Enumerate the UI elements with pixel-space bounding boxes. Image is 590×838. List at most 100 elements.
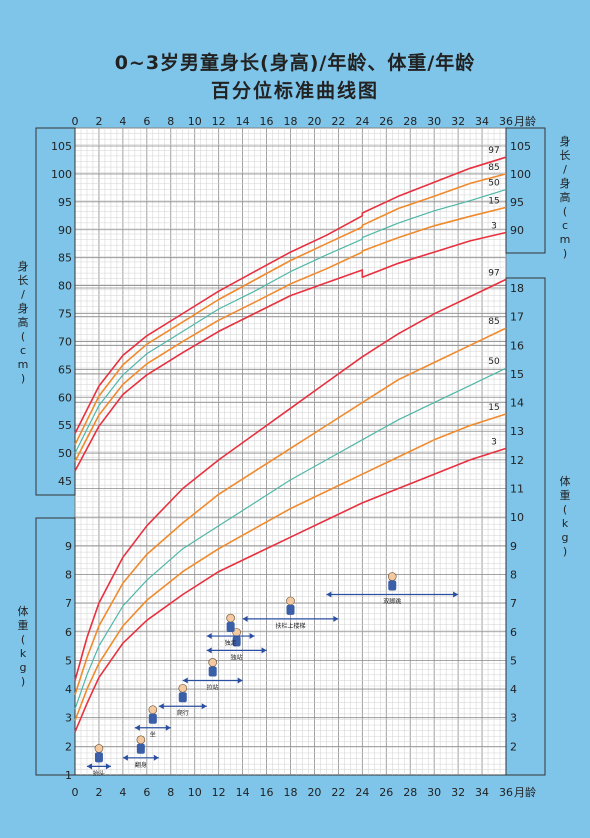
weight-tick-right: 16: [510, 339, 524, 352]
x-tick-label-bottom: 12: [212, 786, 226, 799]
height-axis-title-right: ): [563, 247, 567, 260]
percentile-label: 85: [488, 317, 499, 327]
percentile-label: 3: [491, 222, 497, 232]
weight-tick-right: 10: [510, 511, 524, 524]
milestone-label: 爬行: [177, 709, 189, 717]
right-height-axis-frame: [505, 127, 546, 254]
height-tick-right: 90: [510, 224, 524, 237]
weight-tick-right: 11: [510, 483, 524, 496]
x-tick-label-top: 24: [355, 115, 369, 128]
percentile-label: 85: [488, 163, 499, 173]
milestone-arrow-right: [165, 724, 171, 731]
milestone-arrow-left: [206, 633, 212, 640]
height-tick-left: 65: [58, 363, 72, 376]
x-tick-label-bottom: 4: [119, 786, 126, 799]
height-curve-p3: [74, 231, 507, 472]
milestone-child-body-icon: [208, 666, 217, 677]
height-axis-title-right: c: [562, 219, 568, 232]
weight-tick-right: 5: [510, 654, 517, 667]
height-tick-left: 75: [58, 308, 72, 321]
milestone-arrow-right: [105, 763, 111, 770]
milestone-arrow-left: [158, 703, 164, 710]
x-tick-label-bottom: 24: [355, 786, 369, 799]
x-tick-label-bottom: 0: [72, 786, 79, 799]
height-axis-title-left: (: [21, 330, 25, 343]
milestone-arrow-right: [153, 754, 159, 761]
height-tick-left: 45: [58, 475, 72, 488]
height-axis-title-left: ): [21, 372, 25, 385]
milestone-arrow-left: [326, 591, 332, 598]
milestone-child-body-icon: [226, 622, 235, 633]
x-tick-label-bottom: 22: [331, 786, 345, 799]
percentile-label: 97: [488, 268, 499, 278]
height-axis-title-right: 身: [560, 176, 571, 190]
weight-tick-right: 4: [510, 683, 517, 696]
milestone-arrow-right: [453, 591, 459, 598]
weight-tick-left: 3: [65, 712, 72, 725]
weight-tick-right: 12: [510, 454, 524, 467]
percentile-label: 50: [488, 179, 500, 189]
x-tick-label-bottom: 28: [403, 786, 417, 799]
weight-curve-p97: [74, 278, 507, 681]
x-tick-label-top: 6: [143, 115, 150, 128]
height-axis-title-left: 高: [18, 315, 29, 329]
weight-tick-right: 3: [510, 712, 517, 725]
milestone-label: 拉站: [207, 683, 219, 691]
weight-tick-left: 6: [65, 626, 72, 639]
height-tick-left: 80: [58, 280, 72, 293]
weight-tick-left: 5: [65, 654, 72, 667]
x-tick-label-top: 4: [119, 115, 126, 128]
x-axis-unit-bottom: 月龄: [514, 785, 536, 799]
height-axis-title-left: m: [18, 358, 29, 371]
milestone-label: 独站: [231, 653, 243, 661]
weight-axis-title-right: ): [563, 545, 567, 558]
weight-tick-right: 14: [510, 397, 524, 410]
milestone-child-head-icon: [286, 596, 295, 606]
milestone-arrow-left: [206, 647, 212, 654]
weight-axis-title-left: 体: [18, 604, 29, 618]
milestone-child-head-icon: [148, 705, 158, 715]
milestone-child-body-icon: [178, 692, 187, 703]
weight-curve-p50: [74, 367, 507, 710]
height-tick-right: 100: [510, 168, 531, 181]
milestone-arrow-right: [201, 703, 207, 710]
x-tick-label-bottom: 26: [379, 786, 393, 799]
height-tick-right: 95: [510, 196, 524, 209]
x-tick-label-bottom: 10: [188, 786, 202, 799]
chart-subtitle: 百分位标准曲线图: [210, 80, 379, 102]
milestone-arrow-left: [134, 724, 140, 731]
x-axis-unit-top: 月龄: [514, 114, 536, 128]
weight-axis-title-left: g: [20, 661, 27, 674]
milestone-arrow-right: [261, 647, 267, 654]
x-tick-label-bottom: 6: [143, 786, 150, 799]
height-axis-title-right: 长: [560, 149, 571, 162]
height-tick-left: 90: [58, 224, 72, 237]
height-tick-left: 85: [58, 252, 72, 265]
x-tick-label-bottom: 20: [307, 786, 321, 799]
x-tick-label-top: 2: [95, 115, 102, 128]
x-tick-label-top: 14: [236, 115, 250, 128]
milestone-label: 独走: [225, 639, 237, 647]
height-tick-left: 60: [58, 391, 72, 404]
x-tick-label-bottom: 8: [167, 786, 174, 799]
milestone-child-body-icon: [148, 713, 157, 724]
height-axis-title-right: 身: [560, 134, 571, 148]
x-tick-label-bottom: 14: [236, 786, 250, 799]
x-tick-label-bottom: 30: [427, 786, 441, 799]
weight-axis-title-right: 重: [560, 488, 571, 502]
weight-tick-right: 18: [510, 282, 524, 295]
weight-tick-left: 4: [65, 683, 72, 696]
weight-axis-title-right: 体: [560, 474, 571, 488]
height-axis-title-left: 长: [18, 274, 29, 287]
weight-tick-right: 7: [510, 597, 517, 610]
milestone-arrow-left: [86, 763, 92, 770]
left-height-axis-frame: [35, 127, 76, 496]
percentile-label: 97: [488, 146, 499, 156]
x-tick-label-bottom: 36: [499, 786, 513, 799]
weight-tick-right: 2: [510, 740, 517, 753]
x-tick-label-top: 0: [72, 115, 79, 128]
chart-title: 0~3岁男童身长(身高)/年龄、体重/年龄: [114, 52, 476, 74]
weight-axis-title-left: (: [21, 633, 25, 646]
right-weight-axis-frame: [505, 277, 546, 776]
